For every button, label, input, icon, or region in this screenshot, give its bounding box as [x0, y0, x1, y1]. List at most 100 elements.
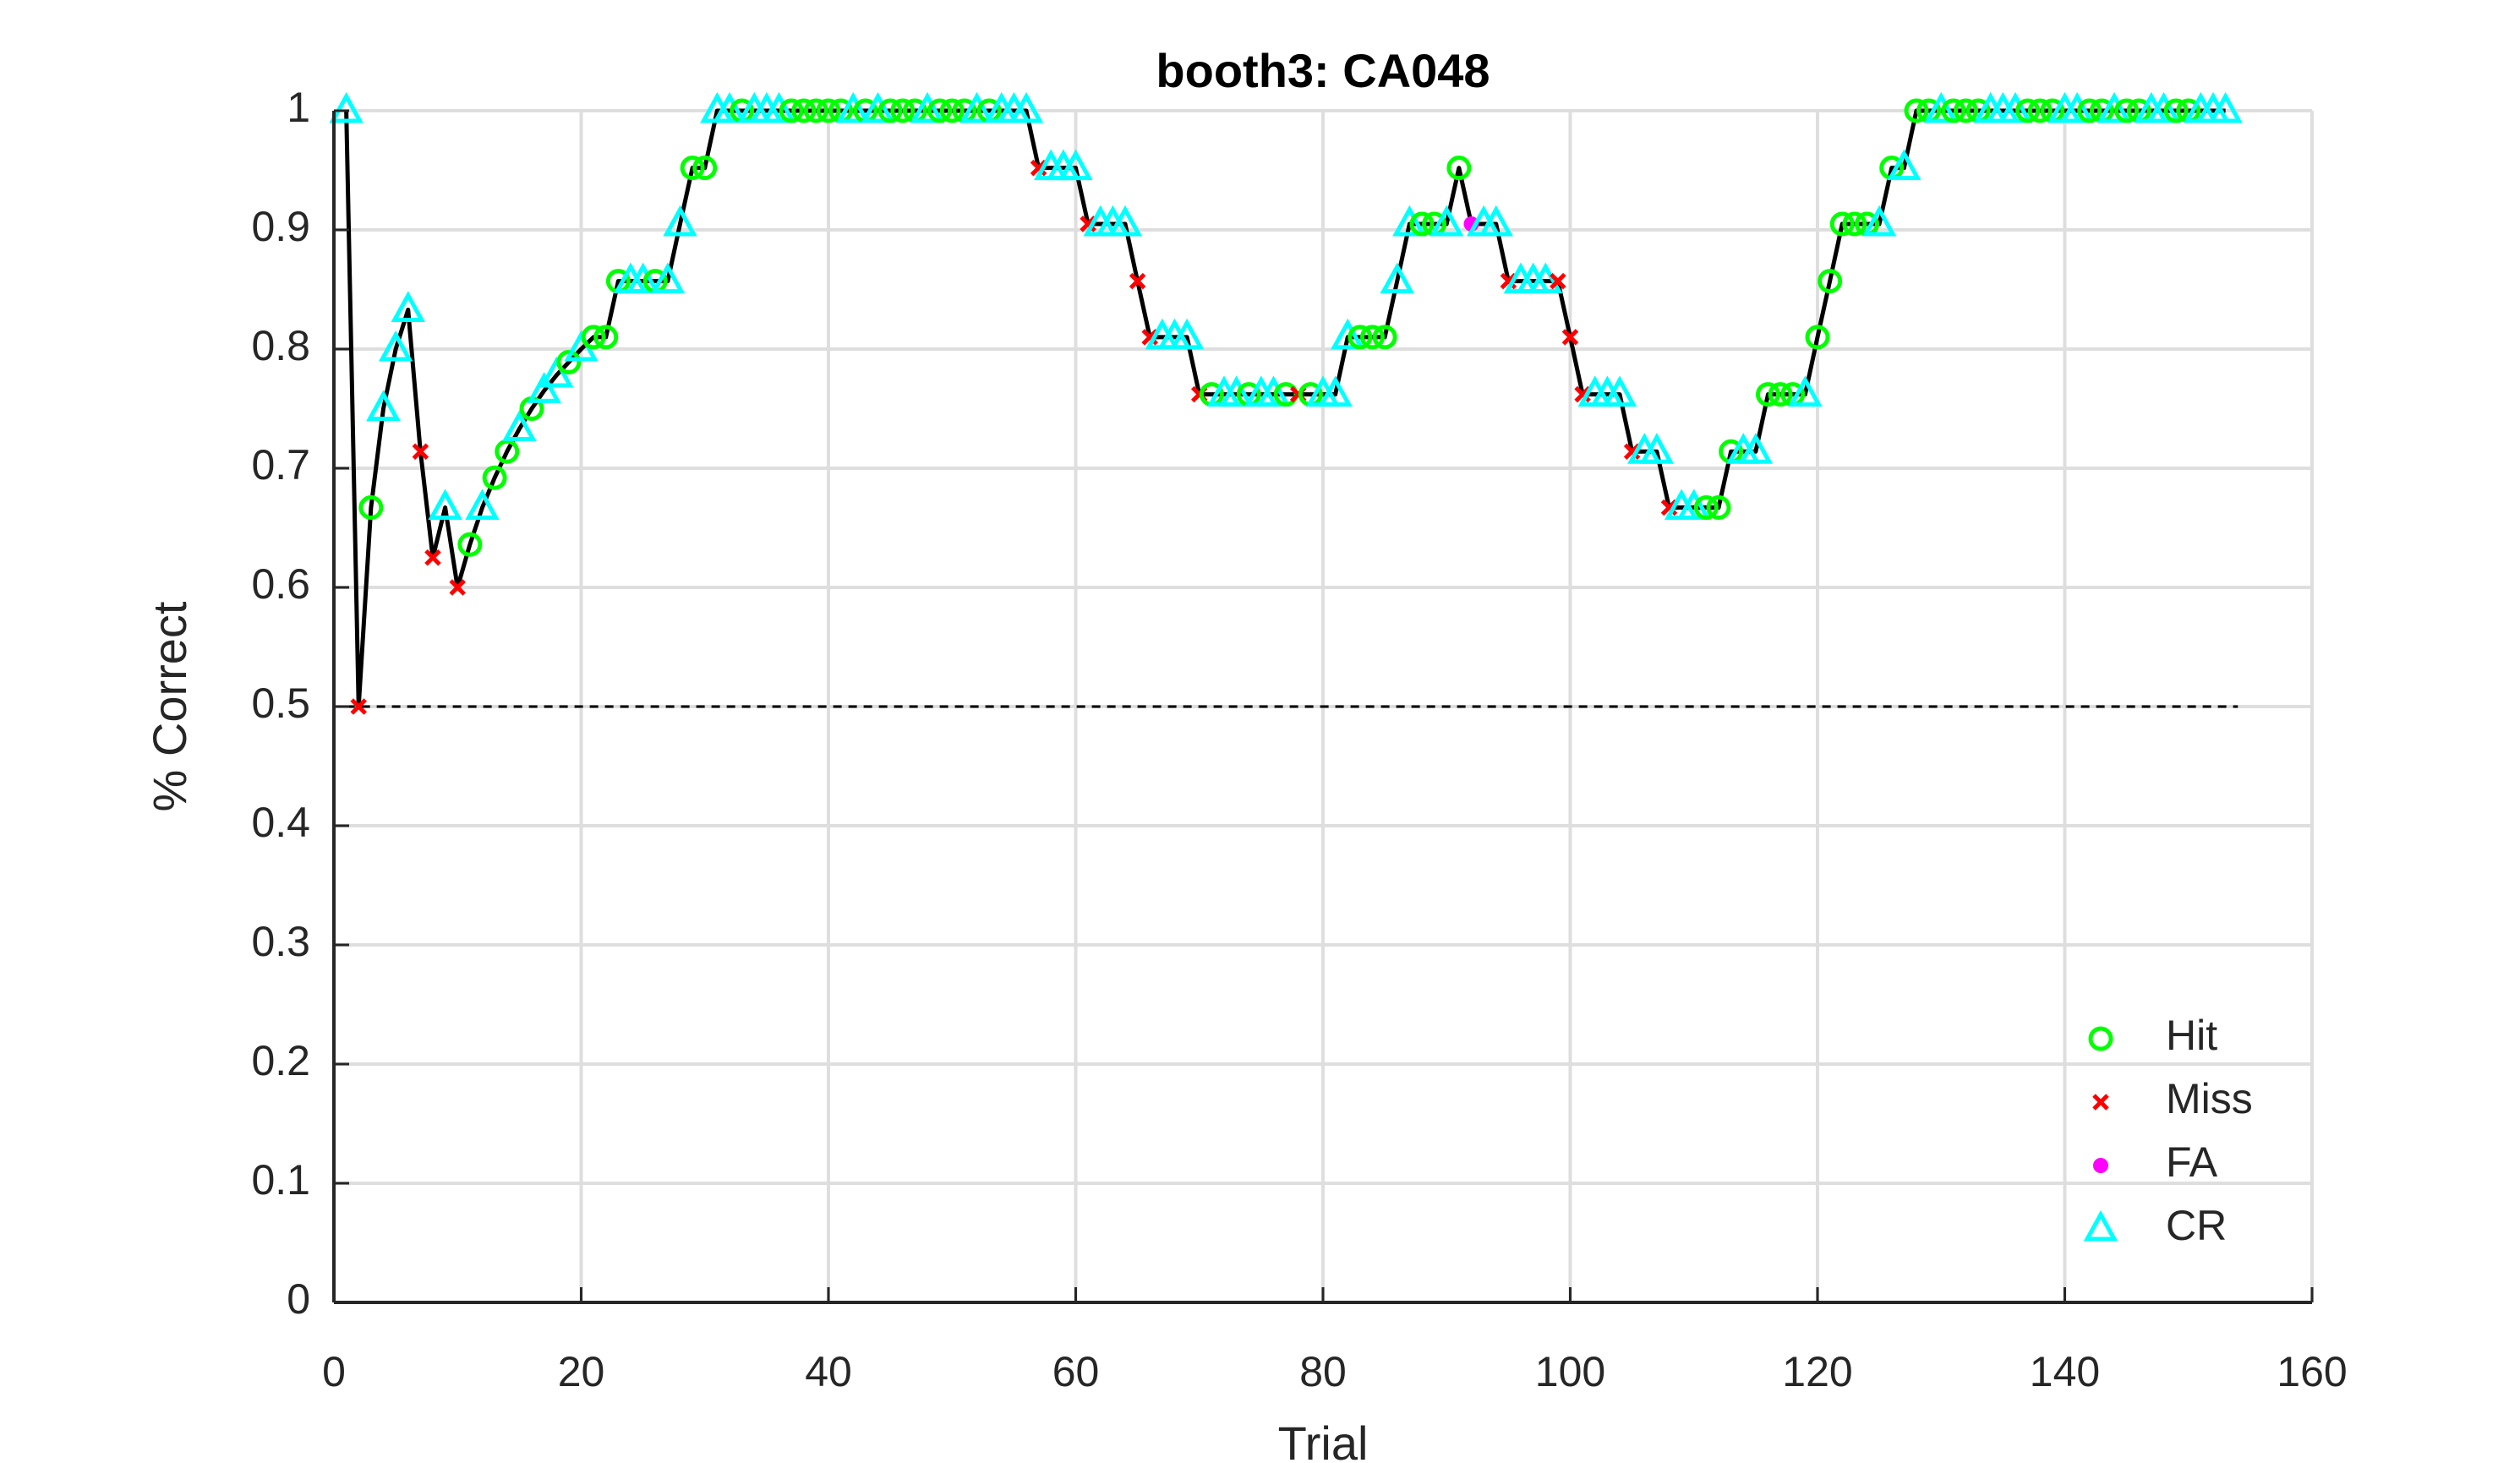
y-tick-label: 0.8 — [251, 322, 310, 369]
marker-triangle — [1639, 433, 1675, 464]
marker-circle — [927, 98, 953, 123]
x-tick-label: 80 — [1299, 1348, 1347, 1395]
marker-triangle — [861, 91, 895, 123]
x-tick-label: 40 — [805, 1348, 852, 1395]
marker-circle — [495, 439, 520, 464]
y-tick-label: 0.5 — [251, 680, 310, 727]
grid — [332, 109, 2314, 1304]
marker-circle — [1805, 325, 1830, 350]
marker-cross — [449, 579, 467, 596]
marker-triangle — [2146, 91, 2181, 123]
marker-triangle — [910, 91, 945, 123]
marker-triangle — [650, 262, 686, 294]
marker-triangle — [836, 91, 871, 123]
marker-circle — [482, 465, 507, 490]
marker-circle — [593, 325, 619, 350]
marker-triangle — [1429, 205, 1464, 237]
marker-circle — [680, 156, 705, 181]
marker-circle — [581, 325, 606, 350]
y-tick-label: 0.1 — [251, 1156, 310, 1204]
marker-circle — [1954, 98, 1978, 123]
marker-triangle — [1602, 375, 1637, 407]
marker-circle — [2015, 98, 2041, 123]
marker-triangle — [2059, 91, 2095, 123]
marker-circle — [1842, 211, 1867, 237]
marker-triangle — [1861, 205, 1897, 237]
marker-triangle — [428, 489, 462, 521]
marker-circle — [1706, 495, 1731, 521]
legend-label: Hit — [2166, 1012, 2217, 1059]
marker-circle — [939, 98, 965, 123]
marker-cross — [424, 549, 441, 566]
marker-triangle — [1219, 375, 1254, 407]
marker-triangle — [1738, 433, 1774, 464]
marker-circle — [1829, 211, 1855, 237]
axes: 0 20 40 60 80 100 120 140 160 0 0.1 0.2 0.3 0.4 0.5 0.6… — [251, 84, 2347, 1395]
marker-circle — [803, 98, 828, 123]
marker-triangle — [329, 91, 364, 123]
marker-triangle — [1318, 375, 1353, 407]
marker-circle — [1818, 269, 1843, 294]
x-tick-label: 0 — [322, 1348, 346, 1395]
marker-circle — [890, 98, 916, 123]
marker-triangle — [527, 372, 561, 403]
y-tick-label: 1 — [287, 84, 310, 131]
legend-marker — [2092, 1094, 2109, 1111]
marker-cross — [1129, 272, 1146, 290]
marker-circle — [1693, 495, 1719, 521]
x-tick-label: 160 — [2277, 1348, 2347, 1395]
marker-circle — [779, 98, 804, 123]
y-tick-label: 0.4 — [251, 799, 310, 846]
marker-triangle — [959, 91, 994, 123]
marker-triangle — [1887, 149, 1921, 181]
marker-triangle — [1998, 91, 2033, 123]
marker-triangle — [2208, 91, 2243, 123]
marker-triangle — [1169, 318, 1205, 350]
marker-circle — [1347, 325, 1373, 350]
marker-circle — [2027, 98, 2053, 123]
marker-triangle — [391, 291, 425, 322]
legend: Hit Miss FA CR — [2083, 1012, 2253, 1249]
legend-label: Miss — [2166, 1075, 2253, 1122]
marker-cross — [350, 698, 368, 715]
x-tick-label: 60 — [1052, 1348, 1100, 1395]
marker-circle — [457, 532, 483, 557]
marker-triangle — [1392, 205, 1427, 237]
marker-circle — [692, 156, 718, 181]
legend-marker — [2093, 1158, 2108, 1173]
marker-circle — [2163, 98, 2189, 123]
x-tick-label: 140 — [2030, 1348, 2100, 1395]
marker-triangle — [502, 410, 537, 441]
y-tick-label: 0.3 — [251, 918, 310, 965]
marker-triangle — [1676, 489, 1711, 521]
marker-triangle — [1009, 91, 1044, 123]
x-tick-label: 120 — [1782, 1348, 1852, 1395]
legend-label: CR — [2166, 1202, 2227, 1249]
y-tick-label: 0 — [287, 1275, 310, 1323]
x-axis-label: Trial — [1278, 1417, 1369, 1463]
marker-circle — [791, 98, 817, 123]
legend-marker — [2088, 1026, 2113, 1051]
marker-circle — [1941, 98, 1966, 123]
marker-triangle — [366, 390, 401, 421]
marker-circle — [816, 98, 841, 123]
marker-circle — [1756, 382, 1780, 407]
marker-circle — [1360, 325, 1385, 350]
marker-triangle — [1380, 262, 1414, 294]
legend-marker — [2083, 1209, 2118, 1242]
marker-circle — [877, 98, 903, 123]
marker-cross — [1561, 329, 1579, 346]
marker-triangle — [2096, 91, 2132, 123]
marker-triangle — [539, 356, 574, 388]
marker-circle — [2077, 98, 2102, 123]
marker-triangle — [663, 205, 697, 237]
marker-triangle — [1479, 205, 1513, 237]
y-tick-label: 0.9 — [251, 203, 310, 250]
marker-circle — [2114, 98, 2140, 123]
y-tick-label: 0.2 — [251, 1037, 310, 1084]
legend-label: FA — [2166, 1138, 2218, 1186]
y-tick-label: 0.6 — [251, 560, 310, 608]
